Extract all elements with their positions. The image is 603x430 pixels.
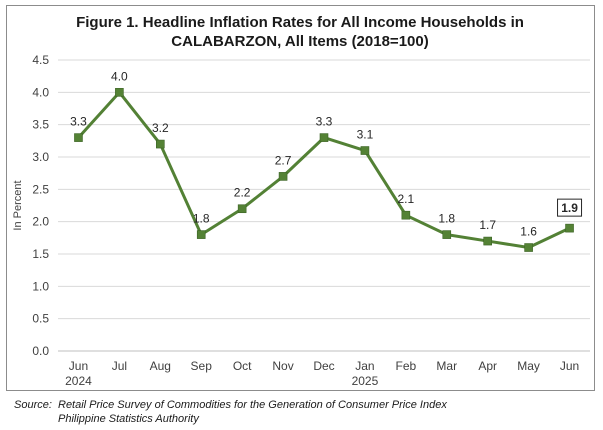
x-tick-label-9: Mar xyxy=(436,359,457,373)
figure-frame xyxy=(6,5,595,391)
x-tick-label-5: Nov xyxy=(272,359,293,373)
data-point-12 xyxy=(565,223,574,233)
y-tick-label-4.5: 4.5 xyxy=(32,53,49,67)
x-tick-year-0: 2024 xyxy=(65,374,92,388)
x-tick-label-0: Jun xyxy=(69,359,88,373)
data-point-5 xyxy=(278,172,288,181)
data-label-7: 3.1 xyxy=(357,128,374,142)
data-point-1 xyxy=(115,88,124,97)
y-tick-label-2.0: 2.0 xyxy=(32,215,49,229)
x-tick-label-6: Dec xyxy=(313,359,334,373)
y-tick-label-2.5: 2.5 xyxy=(32,182,49,196)
y-tick-label-0.5: 0.5 xyxy=(32,312,49,326)
data-label-1: 4.0 xyxy=(111,69,128,83)
source-key: Source: xyxy=(14,399,52,411)
y-tick-label-1.0: 1.0 xyxy=(32,279,49,293)
data-point-11 xyxy=(524,243,533,252)
y-tick-label-3.5: 3.5 xyxy=(32,118,49,132)
y-tick-label-0.0: 0.0 xyxy=(32,344,49,358)
line-chart: Figure 1. Headline Inflation Rates for A… xyxy=(12,14,590,388)
data-point-4 xyxy=(237,204,247,214)
data-point-3 xyxy=(196,230,206,239)
x-tick-label-8: Feb xyxy=(396,359,417,373)
x-tick-year-7: 2025 xyxy=(352,374,379,388)
y-axis-label: In Percent xyxy=(12,180,24,230)
x-tick-label-10: Apr xyxy=(478,359,497,373)
x-tick-label-7: Jan xyxy=(355,359,374,373)
data-point-8 xyxy=(401,210,411,220)
data-label-5: 2.7 xyxy=(275,153,292,167)
data-label-11: 1.6 xyxy=(520,225,537,239)
chart-title-line-1: Figure 1. Headline Inflation Rates for A… xyxy=(76,14,524,31)
data-label-8: 2.1 xyxy=(398,192,415,206)
data-point-6 xyxy=(319,133,329,142)
data-label-2: 3.2 xyxy=(152,121,169,135)
data-label-box-12 xyxy=(557,198,583,217)
x-tick-label-4: Oct xyxy=(233,359,252,373)
y-tick-label-3.0: 3.0 xyxy=(32,150,49,164)
y-tick-label-4.0: 4.0 xyxy=(32,85,49,99)
x-tick-label-11: May xyxy=(517,359,540,373)
data-label-12: 1.9 xyxy=(561,201,578,215)
x-tick-label-1: Jul xyxy=(112,359,127,373)
data-point-2 xyxy=(156,139,165,149)
data-label-9: 1.8 xyxy=(438,212,455,226)
data-point-10 xyxy=(483,236,492,246)
x-tick-label-12: Jun xyxy=(560,359,579,373)
chart-title-line-2: CALABARZON, All Items (2018=100) xyxy=(171,33,428,50)
x-tick-label-3: Sep xyxy=(191,359,213,373)
data-label-4: 2.2 xyxy=(234,186,251,200)
x-tick-label-2: Aug xyxy=(150,359,171,373)
source-line-1: Retail Price Survey of Commodities for t… xyxy=(58,399,447,411)
source-note: Source: Retail Price Survey of Commoditie… xyxy=(14,398,447,426)
source-line-2: Philippine Statistics Authority xyxy=(58,413,199,425)
y-tick-label-1.5: 1.5 xyxy=(32,247,49,261)
data-label-0: 3.3 xyxy=(70,115,87,129)
data-label-3: 1.8 xyxy=(193,212,210,226)
data-label-6: 3.3 xyxy=(316,115,333,129)
data-point-0 xyxy=(74,133,83,142)
data-point-7 xyxy=(360,146,370,155)
data-label-10: 1.7 xyxy=(479,218,496,232)
data-point-9 xyxy=(442,230,452,239)
